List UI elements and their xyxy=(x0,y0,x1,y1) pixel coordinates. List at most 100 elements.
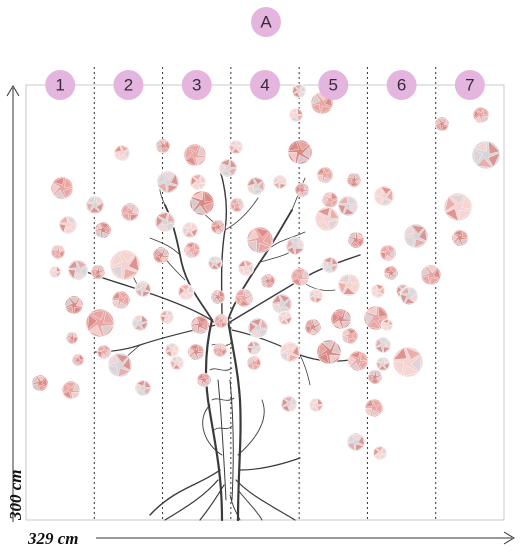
width-label: 329 cm xyxy=(27,529,79,548)
header-badge-label: A xyxy=(260,13,272,32)
faceted-bubble xyxy=(280,395,298,413)
faceted-bubble xyxy=(420,264,442,286)
faceted-bubble xyxy=(279,341,301,363)
faceted-bubble xyxy=(212,342,228,358)
faceted-bubble xyxy=(67,259,89,281)
faceted-bubble xyxy=(113,144,131,162)
faceted-bubble xyxy=(107,352,133,378)
faceted-bubble xyxy=(189,173,207,191)
faceted-bubble xyxy=(152,246,170,264)
faceted-bubble xyxy=(288,107,304,123)
panel-badge-label: 5 xyxy=(329,76,338,95)
panel-badge-label: 2 xyxy=(124,76,133,95)
faceted-bubble xyxy=(190,315,210,335)
faceted-bubble xyxy=(260,273,276,289)
height-arrow-head-icon xyxy=(6,85,20,97)
faceted-bubble xyxy=(71,353,85,367)
faceted-bubble xyxy=(155,138,171,154)
panel-badge-label: 1 xyxy=(55,76,64,95)
height-label: 300 cm xyxy=(6,469,25,521)
panel-badge-circle xyxy=(454,70,485,100)
faceted-bubble xyxy=(246,226,274,254)
wallpaper-frame xyxy=(25,84,505,521)
faceted-bubble xyxy=(48,265,62,279)
panel-badge-1: 1 xyxy=(45,70,76,100)
faceted-bubble xyxy=(131,314,149,332)
faceted-bubble xyxy=(187,343,205,361)
faceted-bubble xyxy=(246,340,262,356)
faceted-bubble xyxy=(308,397,324,413)
faceted-bubble xyxy=(237,259,255,277)
panel-badge-circle xyxy=(45,70,76,100)
faceted-bubble xyxy=(111,290,131,310)
faceted-bubble xyxy=(183,143,207,167)
panel-badge-circle xyxy=(250,70,280,100)
panel-badges: 1 2 3 4 5 6 7 xyxy=(45,70,485,100)
faceted-bubble xyxy=(392,346,424,378)
faceted-bubble xyxy=(229,197,245,213)
faceted-bubble xyxy=(341,327,359,345)
faceted-bubble xyxy=(218,158,238,178)
faceted-bubble xyxy=(443,192,473,222)
faceted-bubble xyxy=(183,241,201,259)
panel-badge-circle xyxy=(318,70,349,100)
faceted-bubble xyxy=(434,116,450,132)
faceted-bubble xyxy=(346,432,366,452)
faceted-bubble xyxy=(134,280,152,298)
panel-badge-circle xyxy=(113,70,144,100)
faceted-bubble xyxy=(50,176,74,200)
faceted-bubble xyxy=(159,309,175,325)
faceted-bubble xyxy=(177,283,195,301)
faceted-bubble xyxy=(375,356,391,372)
faceted-bubble xyxy=(271,293,293,315)
panel-badge-label: 6 xyxy=(397,76,406,95)
panel-badge-label: 7 xyxy=(465,76,474,95)
panel-badge-3: 3 xyxy=(181,70,212,100)
faceted-bubble xyxy=(364,398,384,418)
faceted-bubble xyxy=(210,289,226,305)
faceted-bubble xyxy=(109,249,141,281)
faceted-bubble xyxy=(472,106,490,124)
faceted-bubble xyxy=(337,273,361,297)
faceted-bubble xyxy=(316,166,334,184)
faceted-bubble xyxy=(207,255,223,271)
faceted-bubble xyxy=(196,372,212,388)
faceted-bubble xyxy=(85,308,115,338)
faceted-bubble xyxy=(321,191,339,209)
faceted-bubble xyxy=(94,221,112,239)
panel-badge-4: 4 xyxy=(250,70,280,100)
faceted-bubble xyxy=(451,229,469,247)
faceted-bubble xyxy=(277,310,293,326)
faceted-bubble xyxy=(346,172,362,188)
panel-badge-7: 7 xyxy=(454,70,485,100)
faceted-bubble xyxy=(330,308,352,330)
faceted-bubble xyxy=(370,283,386,299)
panel-badge-6: 6 xyxy=(386,70,417,100)
panel-badge-5: 5 xyxy=(318,70,349,100)
faceted-bubble xyxy=(294,182,310,198)
width-dimension: 329 cm xyxy=(27,529,515,548)
faceted-bubble xyxy=(134,379,152,397)
faceted-bubble xyxy=(272,174,288,190)
faceted-bubble xyxy=(90,264,106,280)
faceted-bubble xyxy=(373,185,395,207)
faceted-bubble xyxy=(285,236,305,256)
faceted-bubble xyxy=(372,445,388,461)
faceted-bubble xyxy=(246,176,266,196)
faceted-bubble xyxy=(120,202,140,222)
faceted-bubble xyxy=(314,206,340,232)
faceted-bubble xyxy=(316,339,342,365)
faceted-bubble xyxy=(164,342,180,358)
height-dimension: 300 cm xyxy=(6,85,25,522)
faceted-bubble xyxy=(64,295,84,315)
panel-badge-label: 4 xyxy=(260,76,269,95)
panel-badge-label: 3 xyxy=(192,76,201,95)
faceted-bubble xyxy=(169,355,185,371)
faceted-bubble xyxy=(347,350,369,372)
faceted-bubble xyxy=(308,288,324,304)
faceted-bubble xyxy=(61,380,81,400)
faceted-bubble xyxy=(247,317,269,339)
width-arrow-head-icon xyxy=(503,531,515,545)
bubble-cluster xyxy=(31,83,501,461)
